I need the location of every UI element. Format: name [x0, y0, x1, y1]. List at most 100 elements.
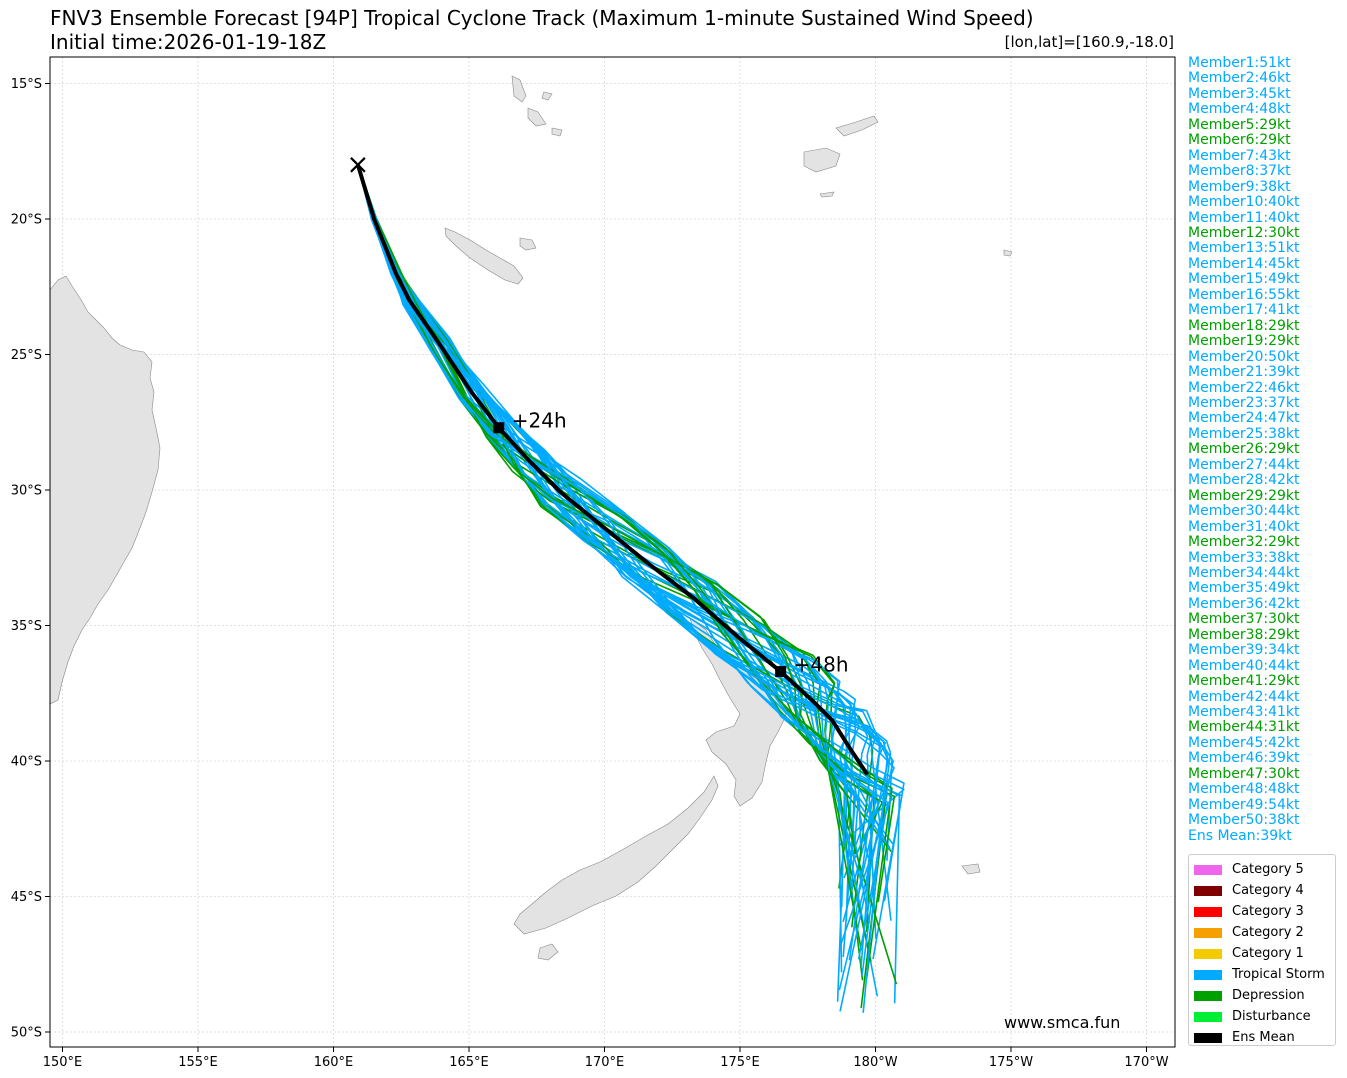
vanuatu-island	[511, 75, 527, 103]
member-intensity-label: Member49:54kt	[1188, 796, 1300, 813]
legend-label: Category 5	[1232, 862, 1304, 877]
legend-swatch	[1194, 927, 1222, 938]
member-intensity-label: Member24:47kt	[1188, 410, 1300, 427]
legend-swatch	[1194, 864, 1222, 875]
member-intensity-label: Member4:48kt	[1188, 101, 1291, 118]
legend-swatch	[1194, 990, 1222, 1001]
member-intensity-label: Member19:29kt	[1188, 333, 1300, 350]
member-track-line	[357, 164, 894, 1012]
member-intensity-label: Member21:39kt	[1188, 364, 1300, 381]
member-intensity-label: Member41:29kt	[1188, 673, 1300, 690]
chart-title: FNV3 Ensemble Forecast [94P] Tropical Cy…	[50, 6, 1034, 30]
member-intensity-label: Member43:41kt	[1188, 704, 1300, 721]
lon-tick-label: 175°W	[989, 1055, 1033, 1070]
south-island-nz	[513, 775, 719, 935]
lon-tick-label: 170°E	[585, 1055, 625, 1070]
member-intensity-label: Member32:29kt	[1188, 534, 1300, 551]
forecast-hour-label: +48h	[794, 653, 849, 677]
forecast-hour-marker	[775, 666, 787, 678]
member-track-line	[357, 164, 856, 855]
member-intensity-label: Member17:41kt	[1188, 302, 1300, 319]
member-intensity-label: Member25:38kt	[1188, 425, 1300, 442]
fiji-island	[819, 191, 835, 198]
north-island-nz	[689, 617, 787, 807]
legend-swatch	[1194, 969, 1222, 980]
vanuatu-island	[541, 91, 553, 101]
lat-tick-label: 25°S	[11, 348, 42, 363]
member-intensity-label: Member44:31kt	[1188, 719, 1300, 736]
member-intensity-label: Member5:29kt	[1188, 116, 1291, 133]
loyalty-island	[519, 237, 537, 251]
forecast-hour-marker	[493, 422, 505, 434]
lon-tick-label: 160°E	[314, 1055, 354, 1070]
legend-label: Category 1	[1232, 946, 1304, 961]
member-intensity-label: Member27:44kt	[1188, 456, 1300, 473]
legend-swatch	[1194, 948, 1222, 959]
chatham-island	[961, 863, 981, 875]
member-track-line	[357, 164, 891, 850]
initial-time-title: Initial time:2026-01-19-18Z	[50, 30, 327, 54]
member-intensity-label: Member3:45kt	[1188, 85, 1291, 102]
legend-item: Category 4	[1194, 880, 1335, 901]
member-intensity-list: Member1:51kt Member2:46kt Member3:45kt Memb…	[1188, 55, 1300, 844]
member-intensity-label: Member34:44kt	[1188, 564, 1300, 581]
legend-label: Category 3	[1232, 904, 1304, 919]
legend-label: Disturbance	[1232, 1009, 1311, 1024]
legend-label: Category 4	[1232, 883, 1304, 898]
legend-label: Depression	[1232, 988, 1305, 1003]
ensemble-mean-track	[355, 164, 870, 776]
member-intensity-label: Member38:29kt	[1188, 626, 1300, 643]
lat-tick-label: 20°S	[11, 213, 42, 228]
fiji-island	[803, 147, 841, 173]
vanuatu-island	[527, 107, 547, 127]
member-intensity-label: Member11:40kt	[1188, 209, 1300, 226]
new-caledonia-land	[444, 227, 524, 285]
member-track-line	[357, 164, 893, 947]
ensemble-mean-track-group: +24h +48h	[350, 157, 870, 776]
legend: Category 5 Category 4 Category 3 Category 2…	[1188, 854, 1336, 1046]
legend-label: Tropical Storm	[1232, 967, 1325, 982]
member-intensity-label: Member37:30kt	[1188, 611, 1300, 628]
member-intensity-label: Member31:40kt	[1188, 518, 1300, 535]
legend-item: Category 1	[1194, 943, 1335, 964]
legend-swatch	[1194, 906, 1222, 917]
legend-swatch	[1194, 1032, 1222, 1043]
lat-tick-label: 50°S	[11, 1026, 42, 1041]
lat-tick-label: 35°S	[11, 619, 42, 634]
legend-swatch	[1194, 1011, 1222, 1022]
member-intensity-label: Member35:49kt	[1188, 580, 1300, 597]
lon-tick-label: 155°E	[178, 1055, 218, 1070]
member-track-line	[357, 164, 895, 859]
member-intensity-label: Member28:42kt	[1188, 472, 1300, 489]
stewart-island-nz	[537, 943, 559, 961]
member-intensity-label: Member7:43kt	[1188, 147, 1291, 164]
member-intensity-label: Member50:38kt	[1188, 812, 1300, 829]
member-intensity-label: Member10:40kt	[1188, 194, 1300, 211]
lat-tick-label: 30°S	[11, 484, 42, 499]
watermark: www.smca.fun	[1004, 1013, 1121, 1032]
legend-label: Ens Mean	[1232, 1030, 1295, 1045]
member-track-line	[357, 164, 865, 890]
member-intensity-label: Member36:42kt	[1188, 595, 1300, 612]
member-intensity-label: Member12:30kt	[1188, 224, 1300, 241]
member-intensity-label: Member6:29kt	[1188, 132, 1291, 149]
lon-tick-label: 150°E	[43, 1055, 83, 1070]
member-intensity-label: Member16:55kt	[1188, 286, 1300, 303]
legend-item: Depression	[1194, 985, 1335, 1006]
member-intensity-label: Member33:38kt	[1188, 549, 1300, 566]
lon-tick-label: 175°E	[720, 1055, 760, 1070]
fiji-island	[835, 115, 879, 137]
map-frame	[49, 56, 1176, 1048]
forecast-hour-label: +24h	[512, 409, 567, 433]
member-intensity-label: Member46:39kt	[1188, 750, 1300, 767]
member-intensity-label: Member22:46kt	[1188, 379, 1300, 396]
member-intensity-label: Member26:29kt	[1188, 441, 1300, 458]
member-intensity-label: Member42:44kt	[1188, 688, 1300, 705]
lat-tick-label: 40°S	[11, 755, 42, 770]
legend-item: Category 2	[1194, 922, 1335, 943]
member-intensity-label: Ens Mean:39kt	[1188, 827, 1292, 844]
member-intensity-label: Member29:29kt	[1188, 487, 1300, 504]
member-intensity-label: Member48:48kt	[1188, 781, 1300, 798]
coordinate-readout: [lon,lat]=[160.9,-18.0]	[1004, 33, 1174, 51]
legend-item: Ens Mean	[1194, 1027, 1335, 1048]
